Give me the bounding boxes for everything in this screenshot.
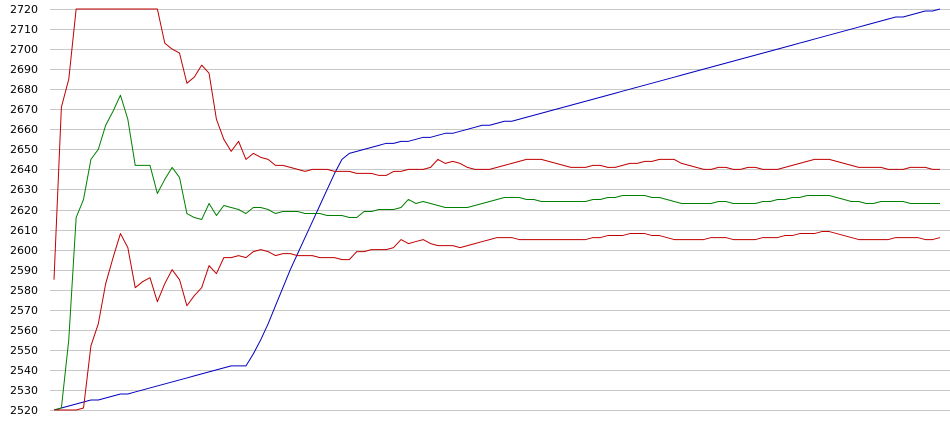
gridlines	[50, 9, 950, 411]
y-tick-label: 2700	[10, 43, 38, 56]
y-tick-label: 2580	[10, 284, 38, 297]
y-tick-label: 2710	[10, 23, 38, 36]
y-tick-label: 2550	[10, 344, 38, 357]
y-tick-label: 2650	[10, 143, 38, 156]
y-tick-label: 2570	[10, 304, 38, 317]
y-tick-label: 2610	[10, 224, 38, 237]
y-tick-label: 2680	[10, 83, 38, 96]
series-line-3	[53, 94, 940, 411]
y-tick-label: 2620	[10, 204, 38, 217]
y-tick-label: 2590	[10, 264, 38, 277]
y-tick-label: 2630	[10, 183, 38, 196]
series-line-4	[54, 231, 941, 411]
y-tick-label: 2660	[10, 123, 38, 136]
y-tick-label: 2690	[10, 63, 38, 76]
y-tick-label: 2520	[10, 404, 38, 417]
series-line-1	[53, 8, 941, 411]
y-tick-label: 2640	[10, 163, 38, 176]
y-axis-tick-labels: 2520 2530 2540 2550 2560 2570 2580 2590 2600 2610…	[10, 3, 38, 417]
series-lines	[53, 8, 941, 411]
series-line-2	[53, 8, 940, 280]
y-tick-label: 2560	[10, 324, 38, 337]
y-tick-label: 2670	[10, 103, 38, 116]
y-tick-label: 2600	[10, 244, 38, 257]
y-tick-label: 2540	[10, 364, 38, 377]
y-tick-label: 2720	[10, 3, 38, 16]
y-tick-label: 2530	[10, 384, 38, 397]
